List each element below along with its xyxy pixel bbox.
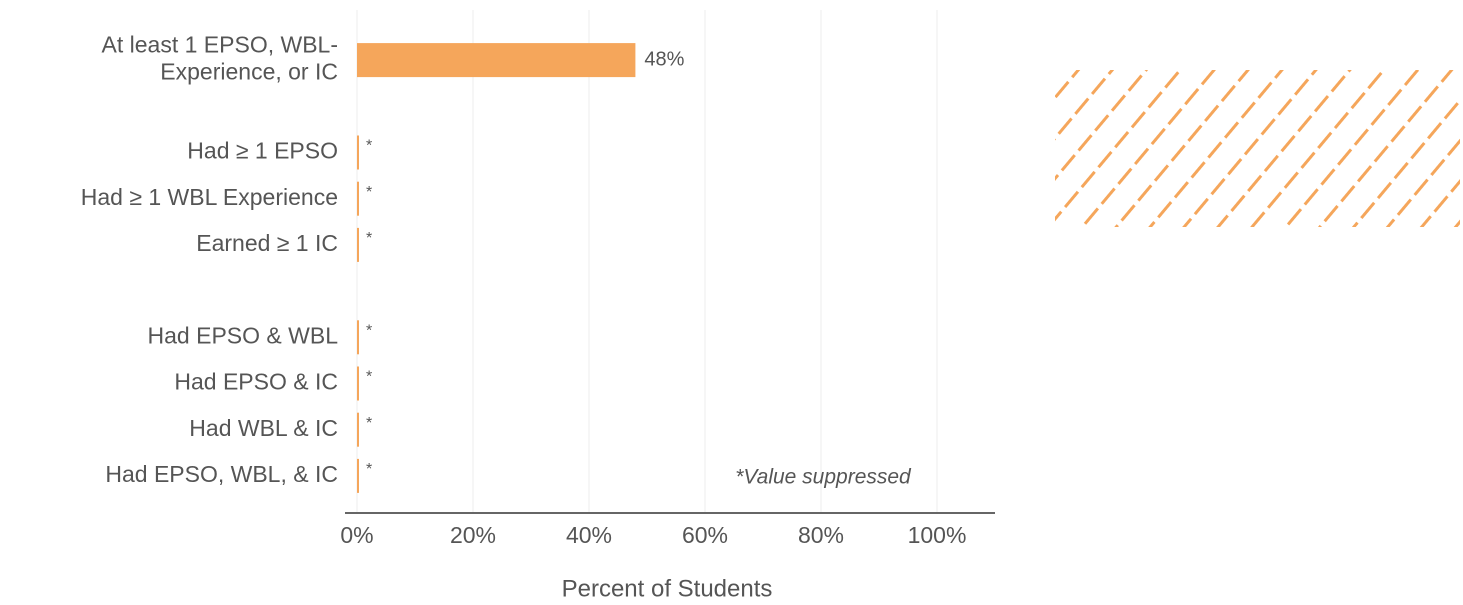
value-label: *	[366, 138, 372, 155]
y-tick-label: Earned ≥ 1 IC	[196, 230, 338, 256]
y-tick-label: Had EPSO & IC	[174, 369, 338, 395]
y-tick-label: Had EPSO, WBL, & IC	[105, 461, 338, 487]
bar	[357, 43, 636, 78]
value-label: *	[366, 369, 372, 386]
value-label: *	[366, 230, 372, 247]
x-tick-label: 80%	[798, 522, 844, 548]
x-tick-label: 60%	[682, 522, 728, 548]
value-label: 48%	[644, 48, 684, 70]
y-tick-label: Had EPSO & WBL	[148, 322, 339, 348]
y-tick-label: At least 1 EPSO, WBL-Experience, or IC	[102, 32, 338, 85]
x-axis-title: Percent of Students	[562, 575, 773, 602]
x-tick-label: 20%	[450, 522, 496, 548]
x-tick-label: 0%	[340, 522, 373, 548]
annotation: *Value suppressed	[735, 466, 912, 489]
y-tick-label: Had ≥ 1 WBL Experience	[81, 184, 338, 210]
value-label: *	[366, 461, 372, 478]
decoration	[1055, 70, 1460, 227]
value-label: *	[366, 415, 372, 432]
x-tick-label: 40%	[566, 522, 612, 548]
value-label: *	[366, 323, 372, 340]
value-label: *	[366, 184, 372, 201]
y-tick-label: Had WBL & IC	[189, 415, 338, 441]
y-tick-label: Had ≥ 1 EPSO	[187, 138, 338, 164]
x-tick-label: 100%	[908, 522, 967, 548]
